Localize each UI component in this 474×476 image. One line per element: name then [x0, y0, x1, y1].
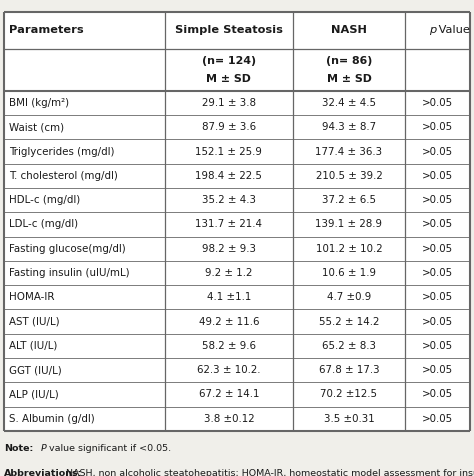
Text: LDL-c (mg/dl): LDL-c (mg/dl): [9, 219, 79, 229]
Text: Fasting glucose(mg/dl): Fasting glucose(mg/dl): [9, 244, 126, 254]
Text: >0.05: >0.05: [422, 341, 453, 351]
Text: 67.2 ± 14.1: 67.2 ± 14.1: [199, 389, 259, 399]
Text: HOMA-IR: HOMA-IR: [9, 292, 55, 302]
Text: ALP (IU/L): ALP (IU/L): [9, 389, 59, 399]
Text: T. cholesterol (mg/dl): T. cholesterol (mg/dl): [9, 171, 119, 181]
Text: 101.2 ± 10.2: 101.2 ± 10.2: [316, 244, 382, 254]
Text: >0.05: >0.05: [422, 147, 453, 157]
Text: Parameters: Parameters: [9, 25, 84, 36]
Text: 70.2 ±12.5: 70.2 ±12.5: [320, 389, 377, 399]
Text: >0.05: >0.05: [422, 292, 453, 302]
Text: 152.1 ± 25.9: 152.1 ± 25.9: [195, 147, 262, 157]
Text: 10.6 ± 1.9: 10.6 ± 1.9: [322, 268, 376, 278]
Text: HDL-c (mg/dl): HDL-c (mg/dl): [9, 195, 81, 205]
Text: BMI (kg/m²): BMI (kg/m²): [9, 98, 70, 108]
Text: NASH: NASH: [331, 25, 367, 36]
Text: >0.05: >0.05: [422, 98, 453, 108]
Text: P: P: [38, 444, 46, 453]
Text: AST (IU/L): AST (IU/L): [9, 317, 60, 327]
Text: M ± SD: M ± SD: [206, 73, 251, 84]
Text: 4.7 ±0.9: 4.7 ±0.9: [327, 292, 371, 302]
Text: value significant if <0.05.: value significant if <0.05.: [46, 444, 172, 453]
Text: >0.05: >0.05: [422, 389, 453, 399]
Text: 3.8 ±0.12: 3.8 ±0.12: [203, 414, 254, 424]
Text: >0.05: >0.05: [422, 171, 453, 181]
Text: 98.2 ± 9.3: 98.2 ± 9.3: [202, 244, 256, 254]
Text: Note:: Note:: [4, 444, 33, 453]
Text: (n= 86): (n= 86): [326, 56, 372, 67]
Text: 3.5 ±0.31: 3.5 ±0.31: [324, 414, 374, 424]
Text: >0.05: >0.05: [422, 195, 453, 205]
Text: 94.3 ± 8.7: 94.3 ± 8.7: [322, 122, 376, 132]
Text: Triglycerides (mg/dl): Triglycerides (mg/dl): [9, 147, 115, 157]
Text: 87.9 ± 3.6: 87.9 ± 3.6: [202, 122, 256, 132]
Text: M ± SD: M ± SD: [327, 73, 371, 84]
Text: >0.05: >0.05: [422, 122, 453, 132]
Text: 177.4 ± 36.3: 177.4 ± 36.3: [315, 147, 383, 157]
Text: 198.4 ± 22.5: 198.4 ± 22.5: [195, 171, 262, 181]
Text: GGT (IU/L): GGT (IU/L): [9, 365, 62, 375]
Text: Fasting insulin (uIU/mL): Fasting insulin (uIU/mL): [9, 268, 130, 278]
Text: NASH, non alcoholic steatohepatitis; HOMA-IR, homeostatic model assessment for i: NASH, non alcoholic steatohepatitis; HOM…: [63, 469, 474, 476]
Text: (n= 124): (n= 124): [202, 56, 256, 67]
Text: 9.2 ± 1.2: 9.2 ± 1.2: [205, 268, 253, 278]
Text: ALT (IU/L): ALT (IU/L): [9, 341, 58, 351]
Text: Value: Value: [435, 25, 470, 36]
Text: >0.05: >0.05: [422, 365, 453, 375]
Text: Abbreviations:: Abbreviations:: [4, 469, 82, 476]
Text: 62.3 ± 10.2.: 62.3 ± 10.2.: [197, 365, 261, 375]
Text: 29.1 ± 3.8: 29.1 ± 3.8: [202, 98, 256, 108]
Text: >0.05: >0.05: [422, 268, 453, 278]
Text: >0.05: >0.05: [422, 219, 453, 229]
Text: >0.05: >0.05: [422, 414, 453, 424]
Text: 58.2 ± 9.6: 58.2 ± 9.6: [202, 341, 256, 351]
Text: 49.2 ± 11.6: 49.2 ± 11.6: [199, 317, 259, 327]
Text: 139.1 ± 28.9: 139.1 ± 28.9: [315, 219, 383, 229]
Text: 65.2 ± 8.3: 65.2 ± 8.3: [322, 341, 376, 351]
Text: >0.05: >0.05: [422, 317, 453, 327]
Text: 210.5 ± 39.2: 210.5 ± 39.2: [316, 171, 383, 181]
Text: 35.2 ± 4.3: 35.2 ± 4.3: [202, 195, 256, 205]
Text: p: p: [429, 25, 436, 36]
Text: 37.2 ± 6.5: 37.2 ± 6.5: [322, 195, 376, 205]
Bar: [4, 12, 470, 431]
Text: Waist (cm): Waist (cm): [9, 122, 64, 132]
Text: Simple Steatosis: Simple Steatosis: [175, 25, 283, 36]
Text: 67.8 ± 17.3: 67.8 ± 17.3: [319, 365, 379, 375]
Text: 4.1 ±1.1: 4.1 ±1.1: [207, 292, 251, 302]
Text: 55.2 ± 14.2: 55.2 ± 14.2: [319, 317, 379, 327]
Text: >0.05: >0.05: [422, 244, 453, 254]
Text: S. Albumin (g/dl): S. Albumin (g/dl): [9, 414, 95, 424]
Text: 131.7 ± 21.4: 131.7 ± 21.4: [195, 219, 262, 229]
Text: 32.4 ± 4.5: 32.4 ± 4.5: [322, 98, 376, 108]
